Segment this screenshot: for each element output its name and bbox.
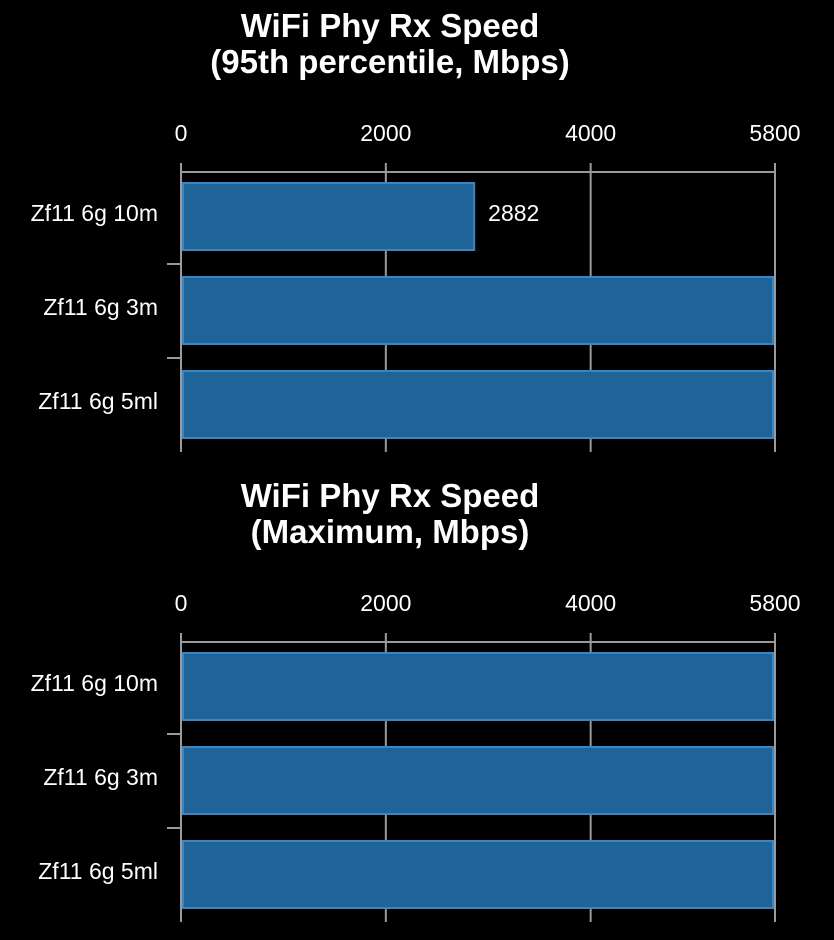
bar-data-label: 2882: [488, 200, 539, 226]
chart-95th-percentile: WiFi Phy Rx Speed (95th percentile, Mbps…: [0, 8, 801, 452]
bar: [182, 182, 476, 251]
chart-title-line1: WiFi Phy Rx Speed: [240, 7, 540, 44]
category-label: Zf11 6g 10m: [31, 200, 158, 226]
bar: [182, 370, 774, 439]
chart-title-line2: (95th percentile, Mbps): [210, 43, 570, 80]
bar-chart-plot: 0 2000 4000 5800 Zf11 6g 10m Zf11 6g 3m Zf11 6…: [31, 120, 801, 452]
bar: [182, 840, 774, 909]
category-label: Zf11 6g 3m: [43, 764, 158, 790]
bar: [182, 746, 774, 815]
x-tick-label: 0: [175, 120, 188, 146]
x-tick-label: 2000: [360, 590, 411, 616]
x-tick-label: 0: [175, 590, 188, 616]
category-label: Zf11 6g 10m: [31, 670, 158, 696]
chart-title: WiFi Phy Rx Speed (95th percentile, Mbps…: [0, 8, 780, 80]
chart-title-line1: WiFi Phy Rx Speed: [240, 477, 540, 514]
category-label: Zf11 6g 5ml: [38, 858, 158, 884]
category-label: Zf11 6g 3m: [43, 294, 158, 320]
x-tick-label: 4000: [565, 590, 616, 616]
category-label: Zf11 6g 5ml: [38, 388, 158, 414]
chart-title-line2: (Maximum, Mbps): [250, 513, 530, 550]
x-tick-label: 4000: [565, 120, 616, 146]
x-tick-label: 5800: [749, 120, 800, 146]
bar-chart-plot: 0 2000 4000 5800 Zf11 6g 10m Zf11 6g 3m Zf11 6…: [31, 590, 801, 922]
bar: [182, 652, 774, 721]
chart-maximum: WiFi Phy Rx Speed (Maximum, Mbps) 0 2000 4…: [0, 470, 834, 940]
x-tick-label: 2000: [360, 120, 411, 146]
x-tick-label: 5800: [749, 590, 800, 616]
chart-title: WiFi Phy Rx Speed (Maximum, Mbps): [0, 478, 780, 550]
bar: [182, 276, 774, 345]
